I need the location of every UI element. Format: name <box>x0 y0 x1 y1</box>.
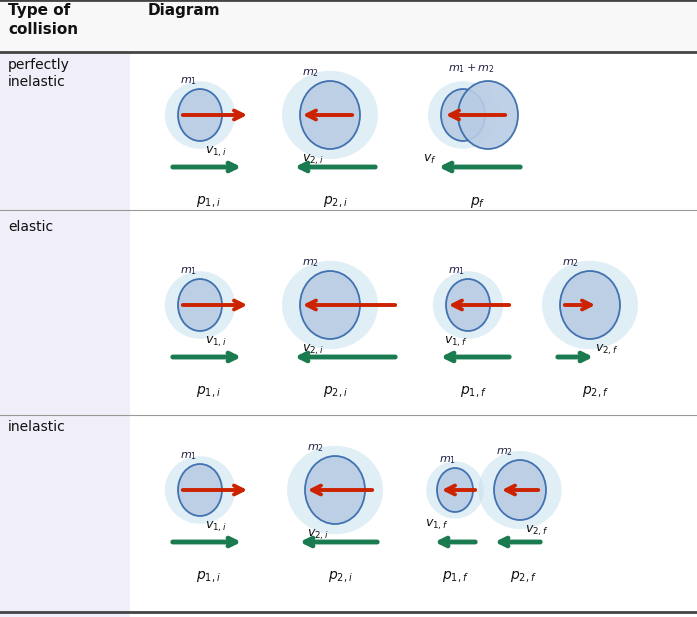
Ellipse shape <box>282 261 378 349</box>
Ellipse shape <box>542 261 638 349</box>
Ellipse shape <box>178 279 222 331</box>
Text: $v_{2,i}$: $v_{2,i}$ <box>302 153 324 167</box>
Ellipse shape <box>300 81 360 149</box>
Ellipse shape <box>428 81 498 149</box>
Text: $v_{1,f}$: $v_{1,f}$ <box>425 518 449 532</box>
Ellipse shape <box>178 89 222 141</box>
Bar <box>0 0 130 617</box>
Text: $v_{2,f}$: $v_{2,f}$ <box>525 524 549 539</box>
Text: $v_{1,i}$: $v_{1,i}$ <box>205 520 227 534</box>
Text: $m_1$: $m_1$ <box>180 450 197 462</box>
Text: $v_{2,i}$: $v_{2,i}$ <box>307 528 329 542</box>
Ellipse shape <box>300 271 360 339</box>
Ellipse shape <box>287 446 383 534</box>
Text: perfectly
inelastic: perfectly inelastic <box>8 58 70 89</box>
Text: $v_{1,i}$: $v_{1,i}$ <box>205 335 227 349</box>
Ellipse shape <box>560 271 620 339</box>
Text: $m_1$: $m_1$ <box>180 265 197 277</box>
Ellipse shape <box>458 81 518 149</box>
Ellipse shape <box>441 89 485 141</box>
Text: Type of
collision: Type of collision <box>8 3 78 36</box>
Ellipse shape <box>433 271 503 339</box>
Text: $p_f$: $p_f$ <box>470 195 486 210</box>
Text: elastic: elastic <box>8 220 53 234</box>
Text: $p_{2,i}$: $p_{2,i}$ <box>328 570 353 585</box>
Text: $m_1$: $m_1$ <box>448 265 465 277</box>
Ellipse shape <box>164 456 235 524</box>
Text: $p_{1,i}$: $p_{1,i}$ <box>196 195 220 210</box>
Ellipse shape <box>446 279 490 331</box>
Ellipse shape <box>164 81 235 149</box>
Text: $v_{1,i}$: $v_{1,i}$ <box>205 145 227 159</box>
Ellipse shape <box>282 71 378 159</box>
Text: $m_1 + m_2$: $m_1 + m_2$ <box>448 62 495 75</box>
Ellipse shape <box>426 462 484 519</box>
Text: $m_1$: $m_1$ <box>439 454 456 466</box>
Text: $m_2$: $m_2$ <box>307 442 324 454</box>
Text: $v_{1,f}$: $v_{1,f}$ <box>444 335 468 349</box>
Ellipse shape <box>437 468 473 512</box>
Text: $m_1$: $m_1$ <box>180 75 197 87</box>
Ellipse shape <box>478 451 562 529</box>
Text: $p_{2,i}$: $p_{2,i}$ <box>323 195 347 210</box>
Text: $p_{1,i}$: $p_{1,i}$ <box>196 570 220 585</box>
Text: $p_{2,i}$: $p_{2,i}$ <box>323 385 347 400</box>
Text: $p_{1,f}$: $p_{1,f}$ <box>442 570 468 585</box>
Text: $v_{2,f}$: $v_{2,f}$ <box>595 343 619 357</box>
Text: $m_2$: $m_2$ <box>496 446 513 458</box>
Bar <box>0 0 697 52</box>
Text: Diagram: Diagram <box>148 3 221 18</box>
Ellipse shape <box>494 460 546 520</box>
Text: $p_{1,i}$: $p_{1,i}$ <box>196 385 220 400</box>
Text: $p_{2,f}$: $p_{2,f}$ <box>582 385 608 400</box>
Ellipse shape <box>164 271 235 339</box>
Text: inelastic: inelastic <box>8 420 66 434</box>
Text: $p_{2,f}$: $p_{2,f}$ <box>510 570 536 585</box>
Text: $p_{1,f}$: $p_{1,f}$ <box>459 385 487 400</box>
Text: $m_2$: $m_2$ <box>302 257 319 269</box>
Text: $v_f$: $v_f$ <box>423 153 436 166</box>
Text: $m_2$: $m_2$ <box>562 257 579 269</box>
Ellipse shape <box>178 464 222 516</box>
Text: $v_{2,i}$: $v_{2,i}$ <box>302 343 324 357</box>
Ellipse shape <box>305 456 365 524</box>
Text: $m_2$: $m_2$ <box>302 67 319 79</box>
